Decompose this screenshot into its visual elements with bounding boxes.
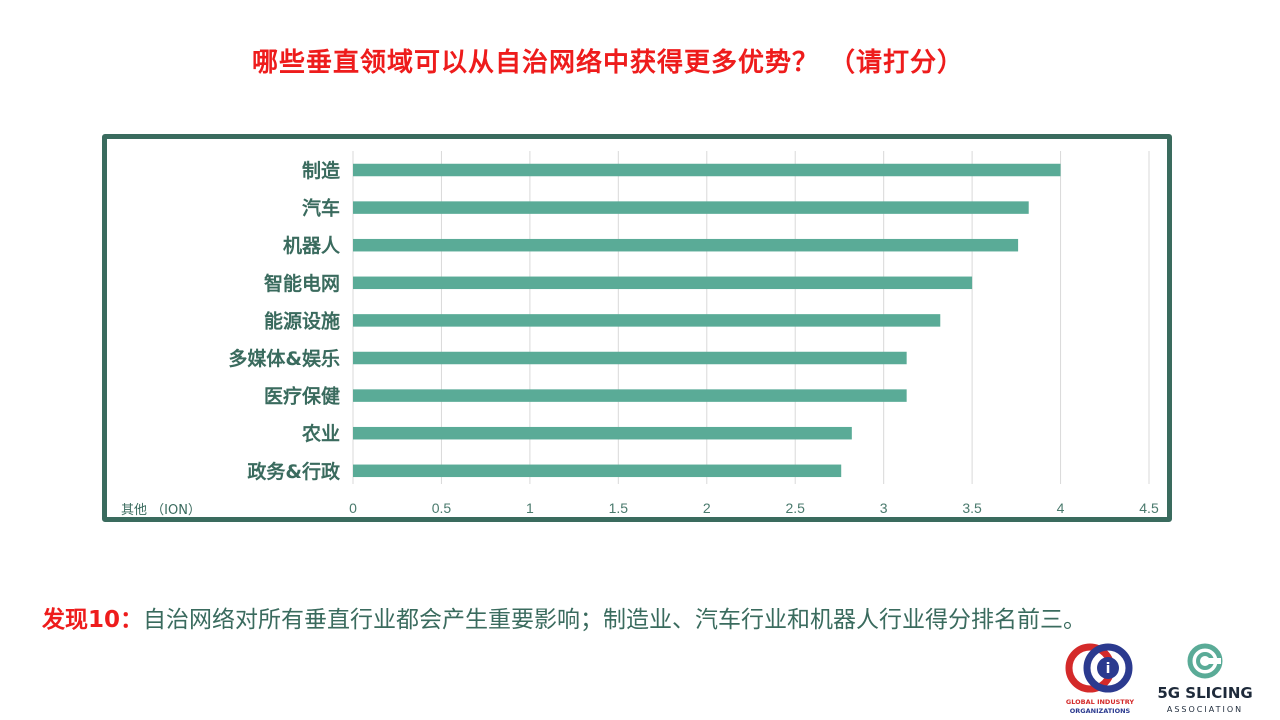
bar [353,238,1019,252]
x-tick-label: 3.5 [962,500,982,516]
category-label: 政务&行政 [247,460,341,483]
svg-text:ORGANIZATIONS: ORGANIZATIONS [1070,707,1131,715]
finding-text: 发现10：自治网络对所有垂直行业都会产生重要影响；制造业、汽车行业和机器人行业得… [42,600,1086,634]
global-industry-organizations-logo: i GLOBAL INDUSTRY ORGANIZATIONS [1065,643,1134,715]
x-tick-label: 2.5 [785,500,805,516]
5g-slicing-association-logo: 5G SLICING ASSOCIATION [1157,643,1253,714]
svg-text:i: i [1106,661,1111,677]
x-tick-label: 1.5 [609,500,629,516]
bar [353,351,907,365]
page-title: 哪些垂直领域可以从自治网络中获得更多优势？ （请打分） [251,48,965,78]
x-tick-label: 4 [1057,500,1065,516]
x-tick-label: 2 [703,500,711,516]
svg-text:ASSOCIATION: ASSOCIATION [1167,705,1243,714]
bar [353,426,852,440]
bar [353,276,973,290]
x-tick-label: 3 [880,500,888,516]
x-tick-label: 4.5 [1139,500,1159,516]
bar [353,464,842,478]
x-tick-label: 1 [526,500,534,516]
category-label: 机器人 [283,235,341,257]
category-label: 能源设施 [264,309,340,332]
x-tick-label: 0 [349,500,357,516]
category-label: 智能电网 [264,272,340,295]
bar [353,201,1029,214]
bars [353,163,1061,478]
svg-text:5G SLICING: 5G SLICING [1157,684,1252,702]
finding-label: 发现10： [42,607,144,633]
chart-frame: 制造汽车机器人智能电网能源设施多媒体&娱乐医疗保健农业政务&行政 0 0.5 1 1.… [102,134,1172,522]
x-tick-label: 0.5 [432,500,452,516]
bar [353,389,907,402]
bar [353,314,941,327]
chart-note: 其他 （ION） [121,503,201,517]
category-label: 医疗保健 [264,385,340,408]
finding-body: 自治网络对所有垂直行业都会产生重要影响；制造业、汽车行业和机器人行业得分排名前三… [143,607,1087,633]
category-label: 制造 [302,159,341,182]
category-label: 农业 [301,422,340,445]
bar [353,163,1061,177]
category-label: 汽车 [302,197,340,220]
svg-text:GLOBAL INDUSTRY: GLOBAL INDUSTRY [1066,698,1134,706]
category-label: 多媒体&娱乐 [228,347,340,370]
x-tick-labels: 0 0.5 1 1.5 2 2.5 3 3.5 4 4.5 [349,500,1159,516]
